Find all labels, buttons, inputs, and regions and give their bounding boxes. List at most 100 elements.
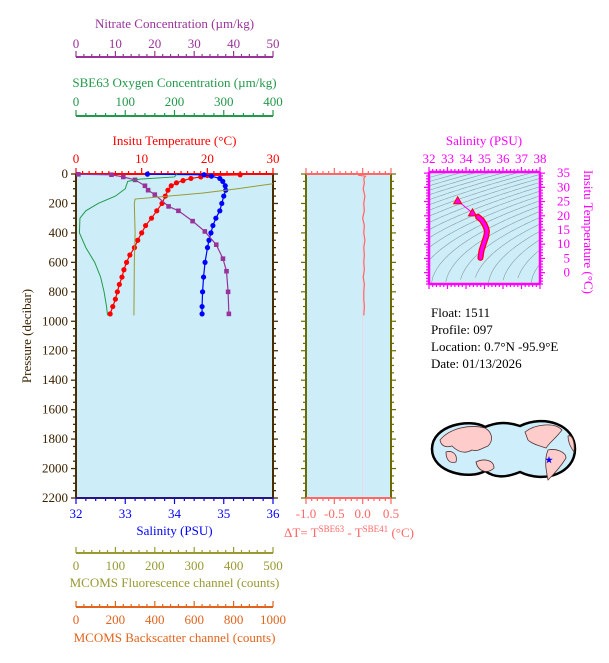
salinity-profile xyxy=(144,171,229,317)
pressure-tick-label: 1800 xyxy=(42,431,68,446)
backscatter-tick-label: 800 xyxy=(224,612,244,627)
nitrate-point xyxy=(166,204,171,209)
delta-t-plot-area xyxy=(306,174,391,498)
salinity-point xyxy=(204,245,211,251)
salinity-tick-label: 34 xyxy=(168,506,182,521)
ts-temperature-title: Insitu Temperature (°C) xyxy=(581,170,596,294)
map-land xyxy=(439,426,492,453)
density-contour xyxy=(429,172,508,196)
nitrate-line xyxy=(78,173,230,314)
oxygen-axis: 0 100 200 300 400 SBE63 Oxygen Concentration … xyxy=(72,75,283,117)
delta-t-axis-title: ΔT= TSBE63 - TSBE41 (°C) xyxy=(284,524,414,540)
salinity-point xyxy=(217,208,223,214)
date: Date: 01/13/2026 xyxy=(431,356,522,371)
float-info: Float: 1511 Profile: 097 Location: 0.7°N… xyxy=(431,305,558,371)
backscatter-tick-label: 0 xyxy=(73,612,80,627)
oxygen-tick-label: 200 xyxy=(165,94,185,109)
density-contour xyxy=(502,239,540,281)
delta-t-label-part: (°C) xyxy=(388,525,414,540)
fluorescence-tick-label: 100 xyxy=(106,558,126,573)
nitrate-point xyxy=(152,192,158,197)
temperature-point xyxy=(123,259,130,265)
salinity-tick-label: 33 xyxy=(119,506,132,521)
nitrate-point xyxy=(220,256,226,261)
ts-curve xyxy=(476,215,489,260)
map-land xyxy=(445,451,457,463)
backscatter-axis: 0 200 400 600 800 1000 MCOMS Backscatter chann… xyxy=(73,601,286,645)
oxygen-tick-label: 100 xyxy=(116,94,136,109)
ts-salinity-tick-label: 37 xyxy=(515,151,529,166)
ts-diagram: 32 33 34 35 36 37 38 Salinity (PSU) 051015202530… xyxy=(423,133,597,294)
nitrate-point xyxy=(76,171,81,177)
ts-temperature-tick-label: 5 xyxy=(564,250,571,265)
pressure-tick-label: 0 xyxy=(62,166,69,181)
pressure-tick-label: 1200 xyxy=(42,343,68,358)
salinity-point xyxy=(199,303,205,310)
salinity-point xyxy=(199,289,206,295)
temperature-point xyxy=(188,175,194,182)
ts-temperature-tick-label: 20 xyxy=(557,208,570,223)
nitrate-point xyxy=(225,289,231,295)
backscatter-tick-label: 1000 xyxy=(260,612,286,627)
temperature-point xyxy=(154,208,160,214)
salinity-point xyxy=(206,237,212,243)
pressure-tick-label: 1400 xyxy=(42,372,68,387)
temperature-tick-label: 30 xyxy=(267,151,280,166)
delta-t-label-part: - T xyxy=(344,525,363,540)
world-map xyxy=(430,419,577,481)
map-land xyxy=(567,435,575,454)
salinity-point xyxy=(221,193,227,199)
density-contour xyxy=(517,249,540,279)
ts-salinity-tick-label: 34 xyxy=(460,151,474,166)
fluorescence-axis: 0 100 200 300 400 500 MCOMS Fluorescence chann… xyxy=(70,547,283,590)
float-location-star-icon xyxy=(545,456,553,464)
oxygen-tick-label: 400 xyxy=(263,94,283,109)
delta-t-tick-label: 0.0 xyxy=(355,506,371,521)
pressure-tick-label: 2000 xyxy=(42,461,68,476)
temperature-point xyxy=(114,289,120,295)
ts-temperature-tick-label: 15 xyxy=(557,222,570,237)
temperature-point xyxy=(180,178,186,184)
nitrate-tick-label: 50 xyxy=(267,36,280,51)
oxygen-tick-label: 0 xyxy=(73,94,80,109)
fluorescence-tick-label: 400 xyxy=(224,558,244,573)
nitrate-axis: 0 10 20 30 40 50 Nitrate Concentration (µm/kg) xyxy=(73,16,280,58)
salinity-point xyxy=(199,311,205,317)
salinity-tick-label: 32 xyxy=(70,506,83,521)
pressure-tick-label: 200 xyxy=(49,195,69,210)
fluorescence-line xyxy=(133,183,274,316)
temperature-point xyxy=(165,187,171,193)
density-contour xyxy=(487,230,540,283)
density-contour xyxy=(429,177,540,217)
salinity-point xyxy=(201,172,207,178)
pressure-tick-label: 800 xyxy=(49,284,69,299)
salinity-tick-label: 35 xyxy=(217,506,230,521)
salinity-axis: 32 33 34 35 36 Salinity (PSU) xyxy=(70,497,280,538)
density-contour xyxy=(445,211,540,283)
density-contour xyxy=(546,275,548,281)
ts-temperature-tick-label: 25 xyxy=(557,194,570,209)
salinity-point xyxy=(208,230,214,236)
ts-salinity-title: Salinity (PSU) xyxy=(446,133,522,148)
temperature-point xyxy=(116,281,122,288)
temperature-point xyxy=(119,274,125,280)
nitrate-tick-label: 30 xyxy=(188,36,201,51)
nitrate-tick-label: 40 xyxy=(227,36,240,51)
map-land xyxy=(545,449,567,481)
salinity-point xyxy=(219,200,225,207)
nitrate-point xyxy=(202,229,208,234)
nitrate-point xyxy=(190,218,195,224)
oxygen-axis-title: SBE63 Oxygen Concentration (µm/kg) xyxy=(72,75,276,90)
delta-t-label-part: ΔT= T xyxy=(284,525,319,540)
temperature-axis-title: Insitu Temperature (°C) xyxy=(113,133,237,148)
backscatter-tick-label: 400 xyxy=(145,612,165,627)
fluorescence-axis-title: MCOMS Fluorescence channel (counts) xyxy=(70,575,280,590)
temperature-point xyxy=(143,222,149,229)
density-contour xyxy=(429,182,540,223)
density-contour xyxy=(429,190,540,239)
density-contour xyxy=(429,172,480,187)
ts-temperature-tick-label: 30 xyxy=(557,179,570,194)
plot-area xyxy=(76,174,273,498)
temperature-point xyxy=(127,252,133,258)
